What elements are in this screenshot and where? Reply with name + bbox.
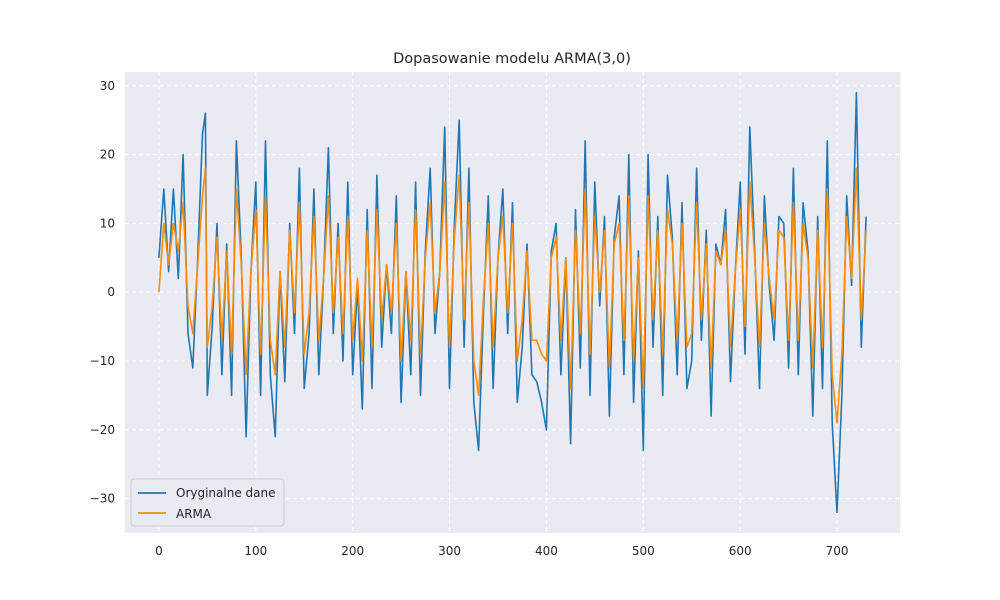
y-tick-label: −20 [90, 423, 115, 437]
y-tick-label: −30 [90, 492, 115, 506]
chart-title: Dopasowanie modelu ARMA(3,0) [393, 51, 631, 67]
plot-background [125, 72, 900, 533]
series-line-arma [158, 167, 867, 424]
y-axis-ticks: −30 −20 −10 0 10 20 30 [90, 79, 115, 506]
legend-box [130, 478, 285, 527]
y-tick-label: 0 [107, 285, 115, 299]
y-tick-label: 10 [100, 216, 115, 230]
x-axis-ticks: 0 100 200 300 400 500 600 700 [155, 544, 848, 558]
legend-label-arma: ARMA [176, 507, 212, 521]
x-tick-label: 0 [155, 544, 163, 558]
y-tick-label: 20 [100, 148, 115, 162]
legend-label-oryginalne-dane: Oryginalne dane [176, 486, 276, 500]
series-layer [158, 91, 867, 514]
x-tick-label: 100 [244, 544, 267, 558]
y-tick-label: −10 [90, 354, 115, 368]
x-tick-label: 500 [632, 544, 655, 558]
legend: Oryginalne dane ARMA [130, 478, 285, 527]
x-tick-label: 700 [826, 544, 849, 558]
x-tick-label: 400 [535, 544, 558, 558]
x-tick-label: 300 [438, 544, 461, 558]
x-tick-label: 200 [341, 544, 364, 558]
y-tick-label: 30 [100, 79, 115, 93]
x-tick-label: 600 [729, 544, 752, 558]
